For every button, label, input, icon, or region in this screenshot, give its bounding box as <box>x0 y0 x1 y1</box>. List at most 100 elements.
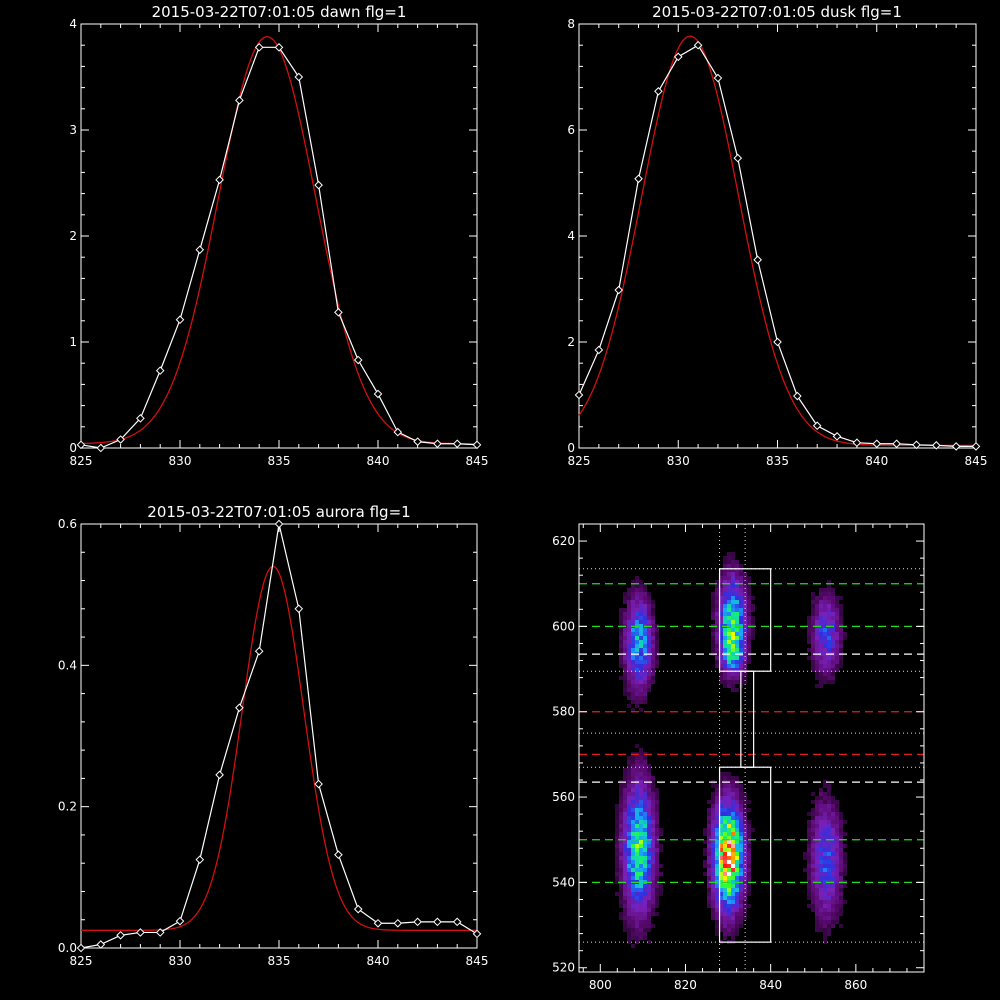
heatmap-cell <box>723 808 727 812</box>
heatmap-cell <box>827 616 831 620</box>
heatmap-cell <box>711 840 715 844</box>
x-tick-label: 820 <box>674 978 697 992</box>
heatmap-cell <box>735 788 739 792</box>
heatmap-cell <box>651 816 655 820</box>
heatmap-cell <box>715 612 719 616</box>
heatmap-cell <box>615 860 619 864</box>
heatmap-cell <box>727 876 731 880</box>
heatmap-cell <box>655 856 659 860</box>
heatmap-cell <box>615 864 619 868</box>
heatmap-cell <box>647 820 651 824</box>
heatmap-cell <box>715 804 719 808</box>
heatmap-cell <box>739 608 743 612</box>
heatmap-cell <box>627 880 631 884</box>
data-point-marker <box>334 308 343 317</box>
heatmap-cell <box>723 860 727 864</box>
heatmap-cell <box>651 632 655 636</box>
heatmap-cell <box>631 908 635 912</box>
heatmap-cell <box>807 880 811 884</box>
heatmap-cell <box>811 620 815 624</box>
heatmap-cell <box>639 836 643 840</box>
heatmap-cell <box>619 912 623 916</box>
x-tick-label: 800 <box>589 978 612 992</box>
heatmap-cell <box>747 648 751 652</box>
heatmap-cell <box>635 664 639 668</box>
heatmap-cell <box>827 784 831 788</box>
heatmap-cell <box>735 584 739 588</box>
heatmap-cell <box>647 828 651 832</box>
heatmap-cell <box>811 616 815 620</box>
heatmap-cell <box>647 600 651 604</box>
heatmap-cell <box>743 588 747 592</box>
heatmap-cell <box>715 844 719 848</box>
heatmap-cell <box>819 604 823 608</box>
heatmap-cell <box>635 896 639 900</box>
heatmap-cell <box>719 572 723 576</box>
heatmap-cell <box>623 916 627 920</box>
heatmap-cell <box>735 908 739 912</box>
heatmap-cell <box>811 872 815 876</box>
heatmap-cell <box>731 868 735 872</box>
heatmap-cell <box>811 632 815 636</box>
heatmap-cell <box>643 876 647 880</box>
heatmap-cell <box>827 676 831 680</box>
heatmap-cell <box>835 832 839 836</box>
heatmap-cell <box>635 620 639 624</box>
heatmap-cell <box>719 672 723 676</box>
heatmap-cell <box>803 852 807 856</box>
heatmap-cell <box>823 664 827 668</box>
heatmap-cell <box>747 580 751 584</box>
heatmap-cell <box>727 620 731 624</box>
heatmap-cell <box>643 676 647 680</box>
heatmap-cell <box>651 912 655 916</box>
heatmap-cell <box>751 596 755 600</box>
heatmap-cell <box>823 636 827 640</box>
heatmap-cell <box>835 656 839 660</box>
heatmap-cell <box>743 632 747 636</box>
heatmap-cell <box>643 904 647 908</box>
heatmap-cell <box>743 644 747 648</box>
heatmap-cell <box>815 804 819 808</box>
heatmap-cell <box>819 840 823 844</box>
heatmap-cell <box>747 872 751 876</box>
heatmap-cell <box>827 668 831 672</box>
heatmap-cell <box>731 672 735 676</box>
heatmap-cell <box>735 608 739 612</box>
heatmap-cell <box>731 616 735 620</box>
heatmap-cell <box>651 832 655 836</box>
heatmap-cell <box>635 928 639 932</box>
heatmap-cell <box>635 832 639 836</box>
heatmap-cell <box>619 640 623 644</box>
heatmap-cell <box>635 904 639 908</box>
heatmap-cell <box>823 620 827 624</box>
heatmap-cell <box>715 876 719 880</box>
heatmap-cell <box>623 792 627 796</box>
heatmap-cell <box>723 916 727 920</box>
heatmap-cell <box>627 704 631 708</box>
heatmap-cell <box>823 812 827 816</box>
heatmap-cell <box>631 708 635 712</box>
heatmap-cell <box>839 632 843 636</box>
heatmap-cell <box>735 856 739 860</box>
heatmap-cell <box>723 680 727 684</box>
heatmap-cell <box>627 788 631 792</box>
heatmap-cell <box>727 900 731 904</box>
heatmap-cell <box>635 828 639 832</box>
heatmap-cell <box>835 824 839 828</box>
heatmap-cell <box>739 632 743 636</box>
heatmap-cell <box>827 612 831 616</box>
heatmap-cell <box>627 884 631 888</box>
heatmap-cell <box>627 812 631 816</box>
heatmap-cell <box>619 796 623 800</box>
heatmap-cell <box>823 624 827 628</box>
heatmap-cell <box>731 552 735 556</box>
heatmap-cell <box>639 892 643 896</box>
heatmap-cell <box>627 636 631 640</box>
heatmap-cell <box>711 648 715 652</box>
heatmap-cell <box>735 672 739 676</box>
heatmap-cell <box>835 652 839 656</box>
heatmap-cell <box>723 684 727 688</box>
heatmap-cell <box>635 640 639 644</box>
heatmap-cell <box>723 920 727 924</box>
heatmap-cell <box>643 632 647 636</box>
